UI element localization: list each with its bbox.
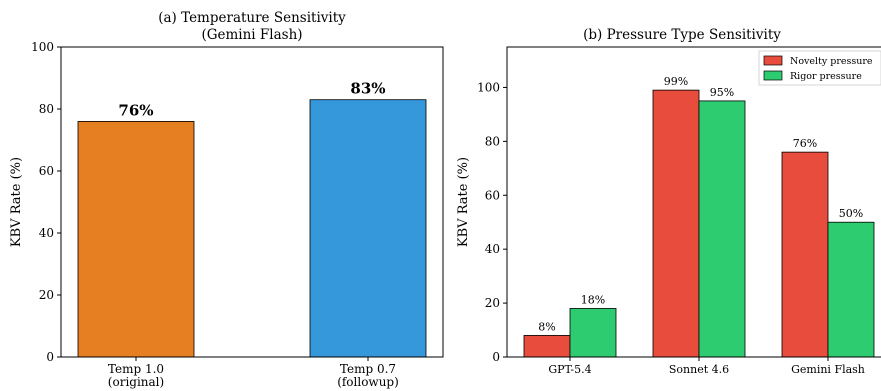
chart-a-bars — [77, 99, 427, 358]
chart-a-title: (a) Temperature Sensitivity — [158, 10, 346, 26]
chart-b-bar-s0-c1 — [652, 89, 700, 358]
chart-a-xtick-0-sub: (original) — [108, 375, 164, 389]
chart-b-ytick-label-0: 0 — [492, 350, 500, 364]
legend-swatch-novelty — [763, 55, 783, 66]
chart-a-frame — [60, 46, 444, 358]
chart-b-data-labels: 8% 99% 76% 18% 95% 50% — [538, 75, 863, 333]
chart-b-ytick-label-3: 60 — [485, 188, 500, 202]
chart-b-bar-s0-c2 — [781, 151, 829, 358]
chart-a-ytick-label-5: 100 — [31, 40, 54, 54]
legend-label-rigor: Rigor pressure — [790, 71, 862, 82]
chart-b-bar-s1-c0 — [569, 308, 617, 358]
chart-b-ytick-label-4: 80 — [485, 134, 500, 148]
chart-b-bar-s1-c2 — [827, 221, 875, 358]
chart-b-legend: Novelty pressure Rigor pressure — [758, 50, 881, 86]
chart-b-bar-label-s1-c2: 50% — [839, 207, 863, 220]
chart-a-y-axis: 0 20 40 60 80 100 — [31, 40, 61, 364]
chart-a-ytick-label-4: 80 — [39, 102, 54, 116]
chart-b-bar-label-s0-c1: 99% — [664, 75, 688, 88]
chart-b-bar-s1-c1 — [698, 100, 746, 358]
chart-b-frame — [506, 46, 881, 358]
chart-a-bar-1 — [309, 99, 427, 358]
chart-a-bar-0 — [77, 121, 195, 358]
chart-b-ytick-label-2: 40 — [485, 242, 500, 256]
chart-b-bar-label-s0-c2: 76% — [793, 137, 817, 150]
chart-a-ylabel: KBV Rate (%) — [9, 157, 24, 247]
chart-a-ytick-label-0: 0 — [46, 350, 54, 364]
chart-a-xtick-0: Temp 1.0 — [108, 362, 164, 376]
chart-b-bar-label-s1-c1: 95% — [710, 86, 734, 99]
chart-b-xtick-label-2: Gemini Flash — [791, 363, 865, 376]
chart-a-ytick-label-3: 60 — [39, 164, 54, 178]
chart-b-title: (b) Pressure Type Sensitivity — [583, 27, 781, 43]
chart-a-ytick-label-1: 20 — [39, 288, 54, 302]
chart-b-xtick-label-0: GPT-5.4 — [548, 363, 591, 376]
chart-b-ytick-label-5: 100 — [477, 80, 500, 94]
chart-pressure-type-sensitivity: (b) Pressure Type Sensitivity KBV Rate (… — [456, 27, 881, 376]
chart-b-bar-label-s0-c0: 8% — [538, 320, 555, 333]
chart-b-bar-label-s1-c0: 18% — [581, 293, 605, 306]
chart-a-xtick-1-sub: (followup) — [337, 375, 399, 389]
chart-b-y-axis: 0 20 40 60 80 100 — [477, 80, 507, 364]
chart-temperature-sensitivity: (a) Temperature Sensitivity (Gemini Flas… — [9, 10, 444, 389]
chart-a-ytick-label-2: 40 — [39, 226, 54, 240]
chart-b-bars — [523, 89, 875, 358]
chart-b-xtick-label-1: Sonnet 4.6 — [669, 363, 729, 376]
chart-a-x-axis: Temp 1.0 (original) Temp 0.7 (followup) — [108, 357, 399, 389]
chart-a-data-labels: 76% 83% — [118, 80, 385, 120]
chart-b-ylabel: KBV Rate (%) — [456, 157, 471, 247]
legend-swatch-rigor — [763, 70, 783, 81]
chart-a-bar-label-1: 83% — [350, 80, 385, 98]
legend-label-novelty: Novelty pressure — [790, 56, 873, 67]
chart-a-bar-label-0: 76% — [118, 101, 153, 119]
chart-b-x-axis: GPT-5.4 Sonnet 4.6 Gemini Flash — [548, 357, 865, 376]
chart-a-xtick-1: Temp 0.7 — [340, 362, 396, 376]
chart-b-bar-s0-c0 — [523, 335, 571, 358]
chart-a-subtitle: (Gemini Flash) — [201, 27, 302, 43]
chart-b-ytick-label-1: 20 — [485, 296, 500, 310]
